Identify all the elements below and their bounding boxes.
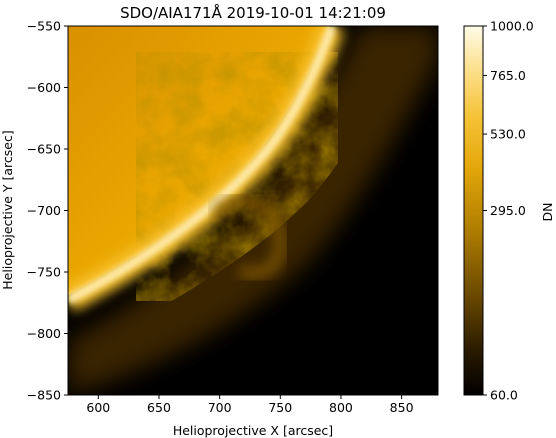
colorbar-tick-label: 530.0 (490, 127, 526, 142)
solar-image (68, 26, 438, 395)
colorbar (463, 25, 484, 396)
y-axis-label: Helioprojective Y [arcsec] (0, 130, 15, 289)
y-tick-label: −550 (27, 19, 61, 34)
colorbar-tick-label: 1000.0 (490, 19, 534, 34)
x-tick-label: 650 (147, 400, 171, 415)
x-tick-label: 700 (208, 400, 232, 415)
colorbar-ticks: 1000.0 765.0 530.0 295.0 60.0 (483, 19, 534, 403)
y-tick-label: −750 (27, 265, 61, 280)
colorbar-label: DN (540, 203, 555, 222)
y-tick-label: −700 (27, 203, 61, 218)
colorbar-tick-label: 60.0 (490, 388, 518, 403)
x-tick-label: 750 (268, 400, 292, 415)
x-tick-label: 800 (329, 400, 353, 415)
y-tick-label: −600 (27, 80, 61, 95)
x-axis-label: Helioprojective X [arcsec] (173, 423, 333, 438)
plot-title: SDO/AIA171Å 2019-10-01 14:21:09 (120, 3, 386, 22)
y-tick-label: −850 (27, 388, 61, 403)
x-axis-ticks: 600 650 700 750 800 850 (86, 395, 414, 415)
y-tick-label: −650 (27, 142, 61, 157)
y-axis-ticks: −550 −600 −650 −700 −750 −800 −850 (27, 19, 68, 403)
colorbar-tick-label: 765.0 (490, 68, 526, 83)
x-tick-label: 600 (86, 400, 110, 415)
colorbar-tick-label: 295.0 (490, 203, 526, 218)
y-tick-label: −800 (27, 326, 61, 341)
x-tick-label: 850 (390, 400, 414, 415)
